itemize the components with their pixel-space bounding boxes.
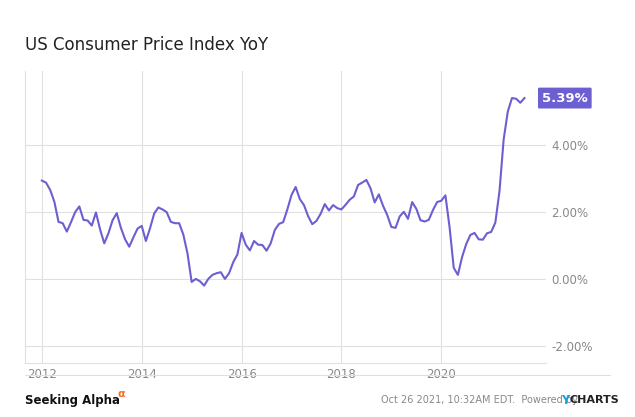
Text: α: α: [117, 389, 125, 399]
Text: US Consumer Price Index YoY: US Consumer Price Index YoY: [25, 36, 269, 54]
Text: CHARTS: CHARTS: [570, 395, 619, 405]
Text: Y: Y: [561, 394, 569, 407]
Text: Oct 26 2021, 10:32AM EDT.  Powered by: Oct 26 2021, 10:32AM EDT. Powered by: [381, 395, 581, 405]
Text: Seeking Alpha: Seeking Alpha: [25, 394, 121, 407]
Text: 5.39%: 5.39%: [527, 92, 587, 105]
